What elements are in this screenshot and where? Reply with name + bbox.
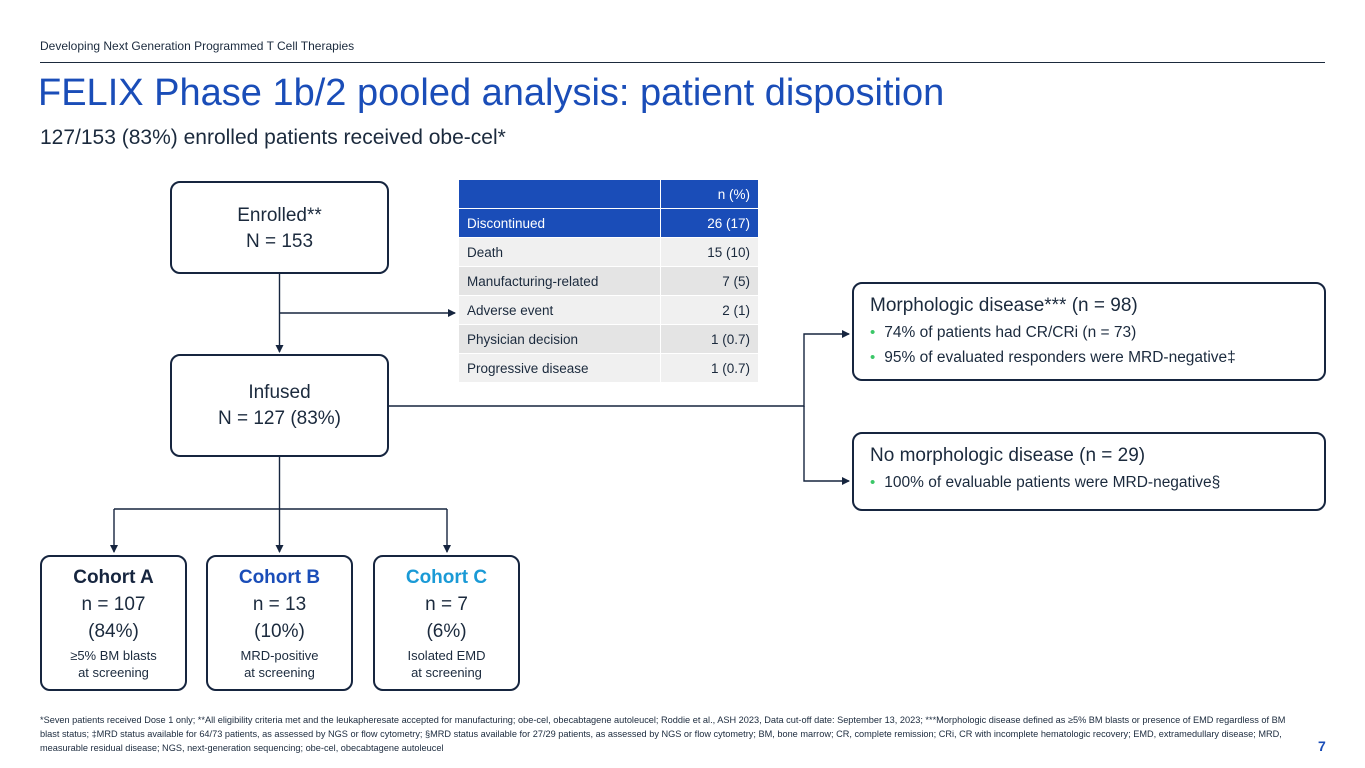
cohort-a-desc-2: at screening: [78, 665, 149, 680]
infused-count: N = 127 (83%): [217, 408, 342, 429]
enrolled-box: Enrolled** N = 153: [170, 181, 389, 274]
bullet-text: 95% of evaluated responders were MRD-neg…: [884, 349, 1236, 366]
infused-to-outcomes-line: [389, 330, 850, 407]
footnote: *Seven patients received Dose 1 only; **…: [40, 715, 1286, 753]
bullet-icon: •: [870, 474, 876, 491]
cohort-b-n: n = 13: [252, 594, 307, 615]
enrolled-count: N = 153: [245, 231, 314, 252]
table-row: Physician decision 1 (0.7): [459, 324, 758, 354]
discontinued-table: n (%) Discontinued 26 (17) Death 15 (10)…: [459, 180, 758, 383]
morphologic-disease-box: Morphologic disease*** (n = 98) • 74% of …: [852, 282, 1326, 381]
row-label: Physician decision: [459, 324, 661, 354]
infused-box: Infused N = 127 (83%): [170, 354, 389, 457]
enrolled-label: Enrolled**: [237, 205, 322, 226]
list-item: • 95% of evaluated responders were MRD-ne…: [870, 345, 1308, 370]
no-morphologic-bullets: • 100% of evaluable patients were MRD-neg…: [870, 470, 1308, 495]
cohort-a-n: n = 107: [81, 594, 146, 615]
list-item: • 74% of patients had CR/CRi (n = 73): [870, 320, 1308, 345]
row-label: Progressive disease: [459, 353, 661, 383]
header-divider: [40, 62, 1325, 63]
table-col-header: n (%): [660, 180, 758, 209]
no-morphologic-disease-box: No morphologic disease (n = 29) • 100% of…: [852, 432, 1326, 511]
cohort-a-box: Cohort A n = 107 (84%) ≥5% BM blasts at …: [40, 555, 187, 691]
list-item: • 100% of evaluable patients were MRD-neg…: [870, 470, 1308, 495]
row-value: 15 (10): [660, 237, 758, 267]
row-value: 1 (0.7): [660, 353, 758, 383]
table-row: Adverse event 2 (1): [459, 295, 758, 325]
bullet-icon: •: [870, 324, 876, 341]
table-row: Manufacturing-related 7 (5): [459, 266, 758, 296]
row-value: 7 (5): [660, 266, 758, 296]
bullet-text: 74% of patients had CR/CRi (n = 73): [884, 324, 1137, 341]
row-label: Adverse event: [459, 295, 661, 325]
bullet-icon: •: [870, 349, 876, 366]
cohort-c-title: Cohort C: [405, 567, 488, 588]
table-row: Death 15 (10): [459, 237, 758, 267]
no-morphologic-title: No morphologic disease (n = 29): [870, 445, 1146, 466]
row-value: 1 (0.7): [660, 324, 758, 354]
cohort-b-box: Cohort B n = 13 (10%) MRD-positive at sc…: [206, 555, 353, 691]
cohort-b-desc-1: MRD-positive: [240, 648, 319, 663]
cohort-a-title: Cohort A: [73, 567, 154, 588]
cohort-a-pct: (84%): [88, 621, 139, 642]
discontinued-value: 26 (17): [660, 208, 758, 238]
page-number: 7: [1318, 738, 1326, 754]
row-label: Manufacturing-related: [459, 266, 661, 296]
table-discontinued-row: Discontinued 26 (17): [459, 208, 758, 238]
cohort-c-desc-1: Isolated EMD: [407, 648, 486, 663]
infused-to-no-morph-line: [803, 406, 850, 485]
discontinued-label: Discontinued: [459, 208, 661, 238]
page-subtitle: 127/153 (83%) enrolled patients received…: [40, 126, 506, 149]
cohort-c-box: Cohort C n = 7 (6%) Isolated EMD at scre…: [373, 555, 520, 691]
deck-label: Developing Next Generation Programmed T …: [40, 39, 355, 53]
row-label: Death: [459, 237, 661, 267]
cohort-c-desc-2: at screening: [411, 665, 482, 680]
cohort-b-pct: (10%): [254, 621, 305, 642]
morphologic-title: Morphologic disease*** (n = 98): [870, 295, 1138, 316]
infused-label: Infused: [248, 382, 311, 403]
cohort-a-desc-1: ≥5% BM blasts: [70, 648, 157, 663]
cohort-c-pct: (6%): [426, 621, 467, 642]
bullet-text: 100% of evaluable patients were MRD-nega…: [884, 474, 1221, 491]
table-header-blank: [459, 180, 661, 209]
table-header-row: n (%): [459, 180, 758, 209]
page-title: FELIX Phase 1b/2 pooled analysis: patien…: [38, 72, 945, 114]
table-row: Progressive disease 1 (0.7): [459, 353, 758, 383]
cohort-b-desc-2: at screening: [244, 665, 315, 680]
morphologic-bullets: • 74% of patients had CR/CRi (n = 73) • 95…: [870, 320, 1308, 370]
cohort-b-title: Cohort B: [238, 567, 321, 588]
cohort-c-n: n = 7: [425, 594, 468, 615]
row-value: 2 (1): [660, 295, 758, 325]
